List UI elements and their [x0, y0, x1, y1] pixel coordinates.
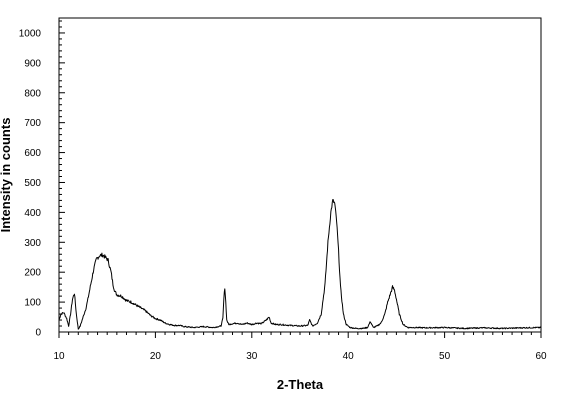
series-line [58, 199, 542, 330]
y-tick-label: 1000 [19, 28, 42, 39]
series-layer [58, 199, 542, 330]
y-tick-label: 100 [24, 298, 41, 309]
y-axis-title: Intensity in counts [0, 118, 13, 233]
y-tick-label: 800 [24, 88, 41, 99]
plot-frame [58, 17, 542, 333]
y-tick-label: 0 [35, 328, 41, 339]
x-tick-label: 10 [53, 351, 65, 362]
x-tick-label: 60 [535, 351, 547, 362]
y-tick-label: 300 [24, 238, 41, 249]
x-tick-label: 50 [439, 351, 451, 362]
y-tick-label: 600 [24, 148, 41, 159]
x-tick-label: 30 [246, 351, 258, 362]
plot-border [58, 17, 542, 333]
y-tick-label: 700 [24, 118, 41, 129]
y-axis: 0 100 200 300 400 500 600 700 800 900 1000 [19, 20, 65, 339]
y-tick-label: 200 [24, 268, 41, 279]
x-axis-title: 2-Theta [277, 377, 324, 392]
x-tick-label: 40 [343, 351, 355, 362]
x-tick-label: 20 [150, 351, 162, 362]
y-tick-label: 500 [24, 178, 41, 189]
y-tick-label: 900 [24, 58, 41, 69]
x-axis: 10 20 30 40 50 60 [53, 332, 547, 362]
y-tick-label: 400 [24, 208, 41, 219]
